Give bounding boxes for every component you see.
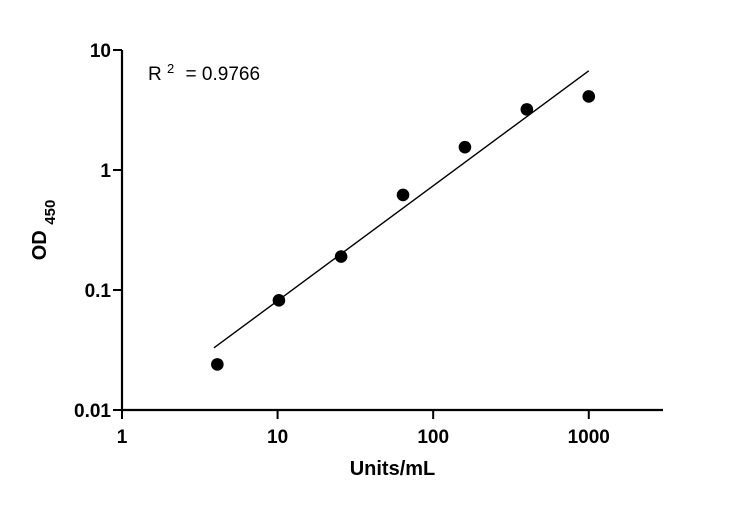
r-squared-annotation: R 2 = 0.9766 [148, 61, 260, 86]
axes-group [120, 50, 663, 412]
r-squared-prefix: R [148, 64, 162, 85]
ticks-group [113, 49, 590, 419]
x-tick-label-3: 1000 [568, 427, 610, 448]
y-tick-label-1: 0.1 [85, 281, 112, 302]
tick-labels-group: 1 10 100 1000 0.01 0.1 1 10 [74, 41, 610, 448]
data-points-group [211, 90, 596, 371]
y-axis-title: OD 450 [29, 200, 59, 261]
x-axis-title: Units/mL [350, 458, 436, 480]
data-point-3 [396, 188, 410, 202]
data-point-1 [272, 294, 286, 307]
y-axis-title-subscript: 450 [42, 200, 59, 225]
y-tick-label-2: 1 [100, 161, 111, 182]
data-point-5 [520, 103, 534, 116]
r-squared-exponent: 2 [167, 61, 174, 76]
data-point-0 [211, 358, 224, 371]
data-point-4 [458, 140, 472, 154]
y-tick-label-3: 10 [90, 41, 111, 62]
y-axis-title-main: OD [29, 230, 51, 260]
x-tick-label-0: 1 [117, 427, 128, 448]
r-squared-value: = 0.9766 [186, 64, 261, 85]
x-tick-label-1: 10 [267, 427, 288, 448]
data-point-2 [334, 250, 348, 263]
data-point-6 [582, 90, 596, 103]
fit-line-group [213, 70, 590, 349]
y-tick-label-0: 0.01 [74, 401, 111, 422]
x-tick-label-2: 100 [417, 427, 449, 448]
regression-fit-line [213, 70, 590, 349]
